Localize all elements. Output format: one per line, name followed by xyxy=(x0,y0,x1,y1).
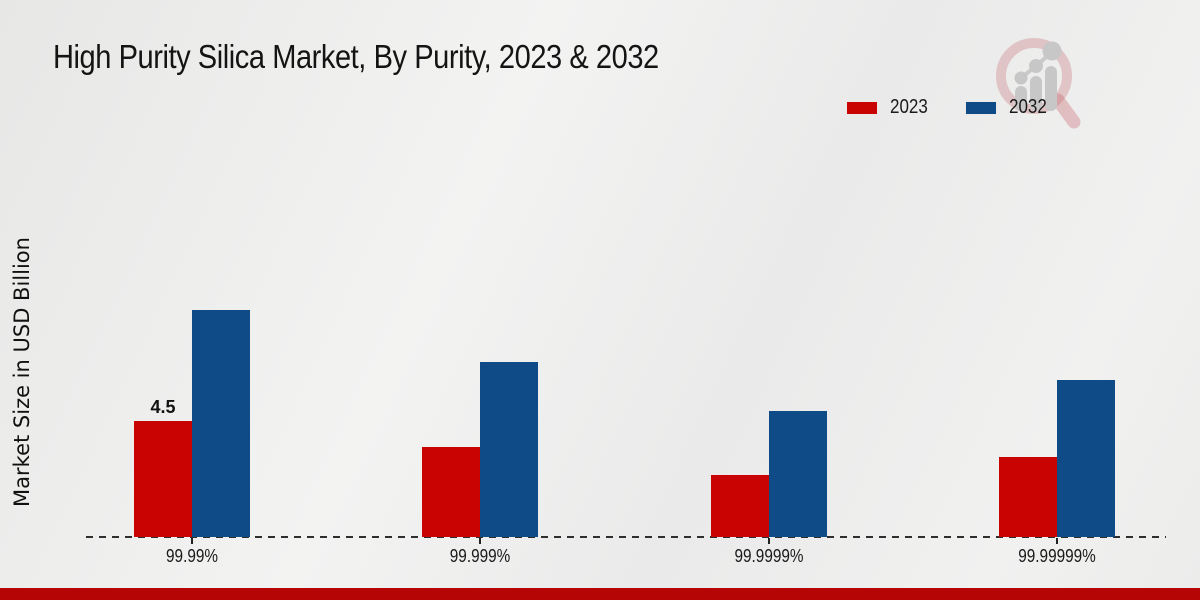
bar-2032-99.999% xyxy=(480,362,538,537)
magnifier-growth-chart-logo-icon xyxy=(996,38,1081,129)
x-axis-tick-99.99% xyxy=(191,538,193,544)
x-axis-baseline xyxy=(86,536,1166,538)
legend: 2023 2032 xyxy=(846,96,1053,119)
x-axis-label-99.999%: 99.999% xyxy=(449,546,511,566)
bar-2023-99.999% xyxy=(422,447,480,537)
footer-stripe xyxy=(0,588,1200,600)
legend-swatch-2023 xyxy=(846,100,878,115)
bar-2023-99.99% xyxy=(134,421,192,537)
legend-item-2032: 2032 xyxy=(964,96,1054,119)
x-axis-tick-99.999% xyxy=(479,538,481,544)
legend-label-2032: 2032 xyxy=(1008,96,1047,118)
x-axis-label-99.9999%: 99.9999% xyxy=(734,546,804,566)
bar-2032-99.99% xyxy=(192,310,250,537)
x-axis-tick-99.99999% xyxy=(1056,538,1058,544)
bar-2032-99.9999% xyxy=(769,411,827,537)
bar-2023-99.99999% xyxy=(999,457,1057,537)
bar-2032-99.99999% xyxy=(1057,380,1115,537)
chart-title: High Purity Silica Market, By Purity, 20… xyxy=(53,38,659,75)
bar-2023-99.9999% xyxy=(711,475,769,537)
bar-value-label: 4.5 xyxy=(150,397,176,417)
x-axis-label-99.99999%: 99.99999% xyxy=(1018,546,1096,566)
y-axis-label: Market Size in USD Billion xyxy=(10,237,34,507)
x-axis-tick-99.9999% xyxy=(768,538,770,544)
legend-swatch-2032 xyxy=(964,100,997,115)
legend-item-2023: 2023 xyxy=(846,96,935,119)
x-axis-label-99.99%: 99.99% xyxy=(166,546,218,566)
legend-label-2023: 2023 xyxy=(890,96,928,118)
